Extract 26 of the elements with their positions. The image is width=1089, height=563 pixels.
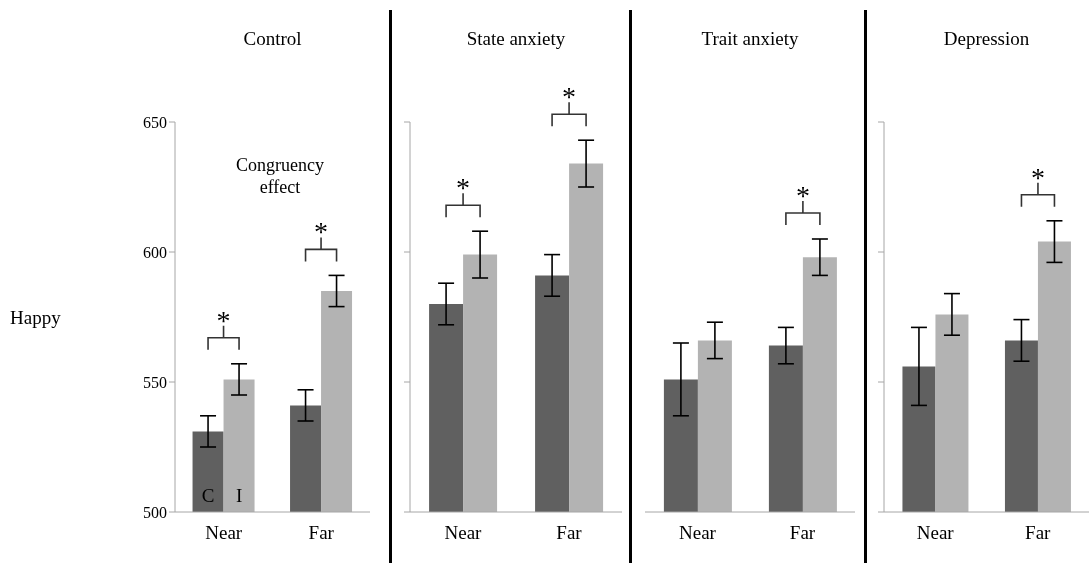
x-tick-label: Far [1025, 522, 1052, 544]
y-tick-label: 500 [143, 503, 167, 521]
y-tick-label: 550 [143, 373, 167, 391]
annotation: * [216, 304, 231, 336]
annotation: * [1030, 161, 1045, 193]
chart-title: Depression [942, 28, 1031, 50]
y-tick-label: 600 [143, 243, 167, 261]
chart-title: Trait anxiety [700, 28, 800, 50]
x-tick-label: Far [308, 522, 335, 544]
y-axis-title: Happy [10, 306, 62, 328]
chart-title: State anxiety [465, 28, 567, 50]
x-tick-label: Near [679, 522, 717, 544]
series-label: I [235, 485, 243, 506]
x-tick-label: Far [789, 522, 816, 544]
annotation: * [314, 216, 329, 248]
x-tick-label: Far [556, 522, 583, 544]
x-tick-label: Near [205, 522, 243, 544]
annotation: Congruency effect [235, 154, 325, 198]
y-tick-label: 650 [143, 113, 167, 131]
x-tick-label: Near [916, 522, 955, 544]
series-label: C [201, 485, 215, 506]
annotation: * [795, 180, 810, 211]
x-tick-label: Near [444, 522, 483, 544]
text: * [562, 81, 577, 113]
annotation: * [456, 172, 471, 204]
chart-title: Control [242, 28, 303, 50]
